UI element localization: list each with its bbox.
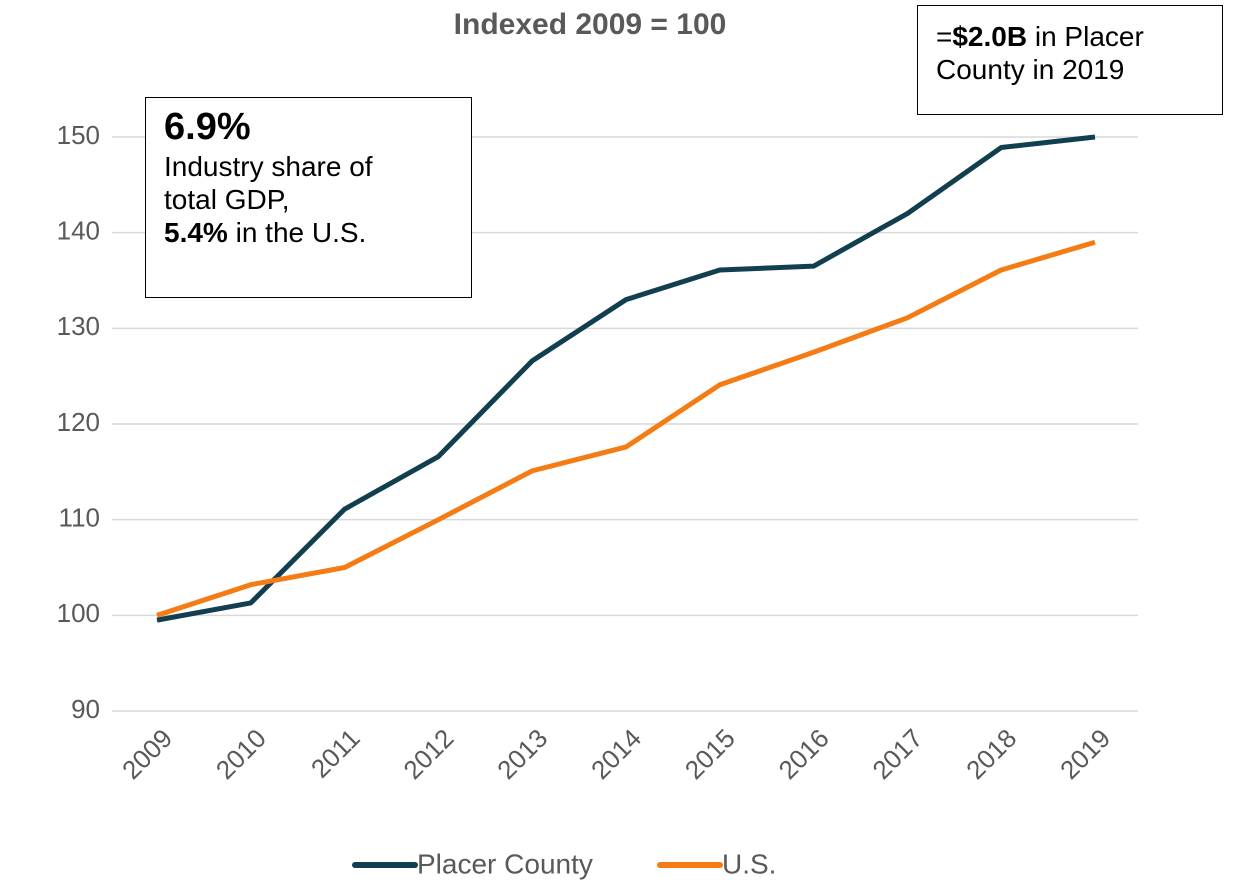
y-tick-label: 100	[57, 598, 100, 628]
y-tick-label: 120	[57, 407, 100, 437]
annotation-text: 6.9%	[164, 106, 251, 148]
annotation-box: =$2.0B in Placer County in 2019	[917, 5, 1223, 115]
annotation-text: in the U.S.	[235, 217, 367, 248]
y-tick-label: 90	[71, 694, 100, 724]
y-tick-label: 150	[57, 120, 100, 150]
annotation-line: County in 2019	[936, 53, 1204, 86]
annotation-text: =	[936, 21, 953, 52]
x-tick-label: 2015	[679, 723, 741, 785]
x-tick-label: 2011	[305, 723, 366, 784]
annotation-text: 5.4%	[164, 217, 228, 248]
x-tick-label: 2014	[585, 723, 647, 785]
annotation-line: =$2.0B in Placer	[936, 20, 1204, 53]
x-tick-label: 2019	[1054, 723, 1116, 785]
annotation-text: $2.0B	[952, 21, 1028, 52]
x-tick-label: 2013	[491, 723, 553, 785]
y-tick-label: 140	[57, 216, 100, 246]
annotation-text: total GDP,	[164, 184, 290, 215]
x-tick-label: 2009	[116, 723, 178, 785]
annotation-text: County in 2019	[936, 54, 1125, 85]
x-tick-label: 2016	[773, 723, 835, 785]
annotation-box: 6.9% Industry share of total GDP, 5.4% i…	[145, 97, 472, 298]
annotation-line: Industry share of	[164, 150, 453, 183]
annotation-line: 5.4% in the U.S.	[164, 216, 453, 249]
data-line	[156, 239, 1096, 618]
data-line	[156, 134, 1096, 623]
y-tick-label: 110	[59, 503, 100, 533]
legend-label: Placer County	[417, 848, 593, 879]
annotation-text: in Placer	[1034, 21, 1144, 52]
x-tick-label: 2018	[960, 723, 1022, 785]
annotation-line: total GDP,	[164, 183, 453, 216]
x-tick-label: 2017	[866, 723, 928, 785]
x-tick-label: 2012	[397, 723, 459, 785]
y-tick-label: 130	[57, 311, 100, 341]
annotation-text: Industry share of	[164, 151, 373, 182]
x-tick-label: 2010	[210, 723, 272, 785]
chart-title: Indexed 2009 = 100	[454, 8, 727, 41]
annotation-line: 6.9%	[164, 104, 453, 150]
legend-label: U.S.	[722, 848, 776, 879]
